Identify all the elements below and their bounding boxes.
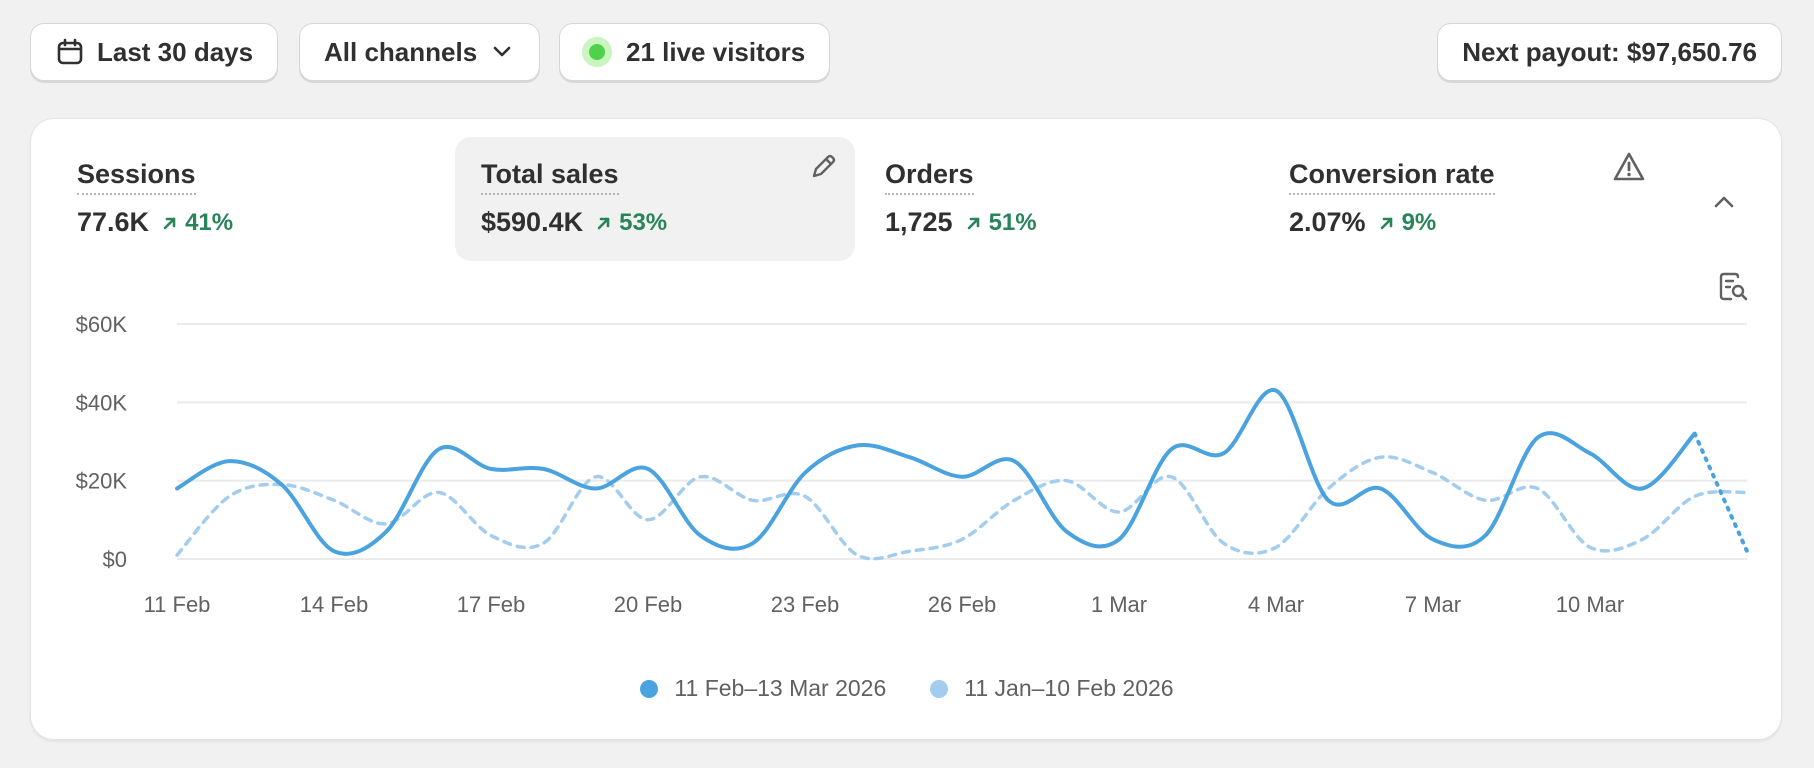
x-tick-label: 17 Feb [457, 592, 526, 617]
live-indicator-icon [582, 37, 612, 67]
metric-label: Sessions [77, 159, 196, 195]
y-tick-label: $0 [103, 547, 127, 572]
metric-total-sales[interactable]: Total sales $590.4K 53% [455, 137, 855, 261]
metric-value: 2.07% [1289, 207, 1366, 237]
chevron-down-icon [489, 39, 515, 65]
legend-label: 11 Jan–10 Feb 2026 [964, 675, 1174, 701]
x-tick-label: 1 Mar [1091, 592, 1147, 617]
metric-delta: 53% [619, 208, 668, 236]
date-range-button[interactable]: Last 30 days [30, 23, 279, 81]
metric-conversion-rate[interactable]: Conversion rate 2.07% 9% [1263, 137, 1663, 261]
metric-value: 77.6K [77, 207, 150, 237]
date-range-label: Last 30 days [97, 36, 254, 67]
x-tick-label: 7 Mar [1405, 592, 1461, 617]
x-tick-label: 26 Feb [928, 592, 997, 617]
pencil-icon[interactable] [805, 149, 841, 185]
chevron-up-icon[interactable] [1707, 185, 1741, 219]
trend-up-icon [595, 214, 613, 232]
calendar-icon [55, 37, 85, 67]
y-tick-label: $40K [76, 390, 128, 415]
y-tick-label: $20K [76, 469, 128, 494]
metric-sessions[interactable]: Sessions 77.6K 41% [51, 137, 451, 261]
search-report-icon[interactable] [1715, 269, 1751, 305]
x-tick-label: 14 Feb [300, 592, 369, 617]
analytics-card: Sessions 77.6K 41% Total sales $590.4K 5… [30, 118, 1782, 740]
trend-up-icon [161, 214, 179, 232]
x-tick-label: 4 Mar [1248, 592, 1304, 617]
metric-label: Orders [885, 159, 974, 195]
next-payout-label: Next payout: $97,650.76 [1462, 36, 1757, 67]
live-visitors-label: 21 live visitors [626, 36, 806, 67]
legend-item-current[interactable]: 11 Feb–13 Mar 2026 [640, 675, 886, 702]
metric-delta: 41% [185, 208, 234, 236]
x-tick-label: 11 Feb [144, 592, 211, 617]
metric-label: Total sales [481, 159, 619, 195]
filter-bar: Last 30 days All channels 21 live visito… [0, 0, 1814, 100]
series-line-previous [175, 455, 1749, 561]
x-tick-label: 20 Feb [614, 592, 683, 617]
trend-up-icon [1378, 214, 1396, 232]
series-line-current [175, 388, 1697, 556]
chart-legend: 11 Feb–13 Mar 2026 11 Jan–10 Feb 2026 [31, 675, 1783, 702]
y-tick-label: $60K [76, 312, 128, 337]
metric-value: $590.4K [481, 207, 584, 237]
live-visitors-button[interactable]: 21 live visitors [559, 23, 831, 81]
trend-up-icon [965, 214, 983, 232]
x-tick-label: 10 Mar [1556, 592, 1624, 617]
channel-select[interactable]: All channels [299, 23, 541, 81]
series-line-current-projection [1692, 431, 1749, 554]
metric-delta: 9% [1401, 208, 1437, 236]
metric-orders[interactable]: Orders 1,725 51% [859, 137, 1259, 261]
metric-delta: 51% [988, 208, 1037, 236]
legend-item-previous[interactable]: 11 Jan–10 Feb 2026 [930, 675, 1174, 702]
metric-value: 1,725 [885, 207, 953, 237]
metric-label: Conversion rate [1289, 159, 1495, 195]
warning-icon[interactable] [1611, 149, 1647, 185]
sales-line-chart: $0 $20K $40K $60K 11 Feb 14 Feb 17 Feb 20 Feb 2… [76, 312, 1749, 617]
x-tick-label: 23 Feb [771, 592, 840, 617]
legend-label: 11 Feb–13 Mar 2026 [674, 675, 887, 701]
legend-swatch [930, 679, 949, 698]
channel-label: All channels [324, 36, 478, 67]
next-payout-button[interactable]: Next payout: $97,650.76 [1437, 23, 1782, 81]
legend-swatch [640, 679, 659, 698]
